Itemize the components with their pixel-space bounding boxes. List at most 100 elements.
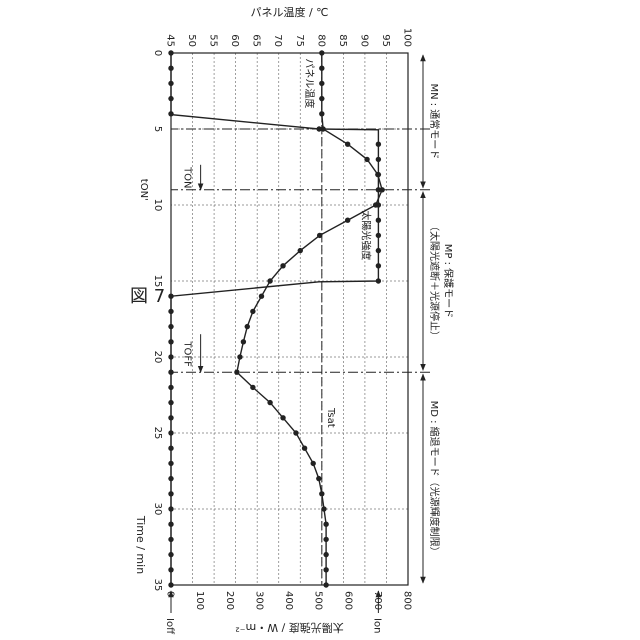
phase-label: MP : 保護モード <box>442 244 455 318</box>
data-point <box>267 278 272 283</box>
x-tick-label: 0 <box>152 50 163 56</box>
data-point <box>376 157 381 162</box>
data-point <box>345 142 350 147</box>
data-point <box>323 537 328 542</box>
right-axis-label: 太陽光強度 / W・m⁻² <box>235 621 344 635</box>
data-point <box>168 491 173 496</box>
data-point <box>376 218 381 223</box>
data-point <box>317 233 322 238</box>
ref-label-left: Tsat <box>325 407 336 428</box>
data-point <box>168 430 173 435</box>
data-point <box>316 476 321 481</box>
data-point <box>168 461 173 466</box>
x-tick-label: 15 <box>152 275 163 288</box>
right-tick-label: 400 <box>283 591 294 610</box>
data-point <box>250 385 255 390</box>
data-point <box>302 446 307 451</box>
left-tick-label: 90 <box>358 34 369 47</box>
right-tick-label: 700 <box>372 591 383 610</box>
right-tick-labels: 0 100 200 300 400 500 600 700 800 <box>165 591 413 610</box>
data-point <box>376 142 381 147</box>
data-point <box>376 187 381 192</box>
series-line <box>237 53 382 585</box>
ref-label-right: Ion <box>371 618 382 633</box>
phase-label: MD : 縮退モード（光源輝度制限） <box>428 401 441 557</box>
annotations: TON TOFF パネル温度太陽光強度 <box>182 58 373 372</box>
data-point <box>319 50 324 55</box>
data-point <box>280 263 285 268</box>
grid-vertical <box>171 129 408 509</box>
data-point <box>319 96 324 101</box>
data-point <box>321 506 326 511</box>
left-tick-label: 95 <box>380 34 391 47</box>
data-point <box>168 415 173 420</box>
right-tick-label: 0 <box>165 591 176 597</box>
data-point <box>319 491 324 496</box>
data-point <box>345 218 350 223</box>
data-point <box>237 354 242 359</box>
data-point <box>376 202 381 207</box>
right-tick-label: 500 <box>313 591 324 610</box>
plot-frame <box>171 53 408 585</box>
data-point <box>168 111 173 116</box>
left-tick-label: 50 <box>186 34 197 47</box>
data-point <box>323 567 328 572</box>
data-point <box>298 248 303 253</box>
data-point <box>319 66 324 71</box>
data-point <box>267 400 272 405</box>
left-tick-labels: 4550556065707580859095100 <box>165 28 413 47</box>
data-point <box>168 81 173 86</box>
toff-label: TOFF <box>182 340 193 367</box>
right-tick-label: 600 <box>342 591 353 610</box>
data-point <box>323 582 328 587</box>
data-point <box>234 370 239 375</box>
data-point <box>280 415 285 420</box>
right-tick-label: 800 <box>402 591 413 610</box>
x-tick-label: 25 <box>152 427 163 440</box>
data-point <box>259 294 264 299</box>
data-point <box>168 66 173 71</box>
right-tick-label: 100 <box>194 591 205 610</box>
x-tick-label: 10 <box>152 199 163 212</box>
right-tick-label: 200 <box>224 591 235 610</box>
data-point <box>168 309 173 314</box>
data-point <box>168 294 173 299</box>
data-point <box>293 430 298 435</box>
data-point <box>168 400 173 405</box>
left-tick-label: 75 <box>294 34 305 47</box>
data-point <box>241 339 246 344</box>
left-tick-label: 85 <box>337 34 348 47</box>
data-point <box>323 522 328 527</box>
x-tick-label: 30 <box>152 503 163 516</box>
right-tick-label: 300 <box>253 591 264 610</box>
data-point <box>376 172 381 177</box>
data-point <box>168 476 173 481</box>
data-point <box>245 324 250 329</box>
ref-label-right: Ioff <box>164 618 175 635</box>
data-point <box>168 582 173 587</box>
data-point <box>376 248 381 253</box>
series-right <box>168 50 381 587</box>
x-axis-label: Time / min <box>134 515 147 574</box>
data-point <box>168 339 173 344</box>
x-tick-label: 5 <box>152 126 163 132</box>
series-left <box>234 50 385 587</box>
phase-label: （太陽光遮断＋光源停止） <box>428 221 441 341</box>
left-tick-label: 80 <box>315 34 326 47</box>
ref-label-x: tON' <box>138 179 149 201</box>
data-point <box>319 81 324 86</box>
data-point <box>168 506 173 511</box>
data-point <box>168 370 173 375</box>
series-line <box>171 53 378 585</box>
panel-temp-callout: パネル温度 <box>303 58 316 108</box>
solar-intensity-callout: 太陽光強度 <box>359 210 372 260</box>
left-tick-label: 55 <box>208 34 219 47</box>
data-point <box>168 50 173 55</box>
data-point <box>376 263 381 268</box>
grid-horizontal <box>193 53 387 585</box>
ton-label: TON <box>182 166 193 188</box>
data-point <box>168 552 173 557</box>
